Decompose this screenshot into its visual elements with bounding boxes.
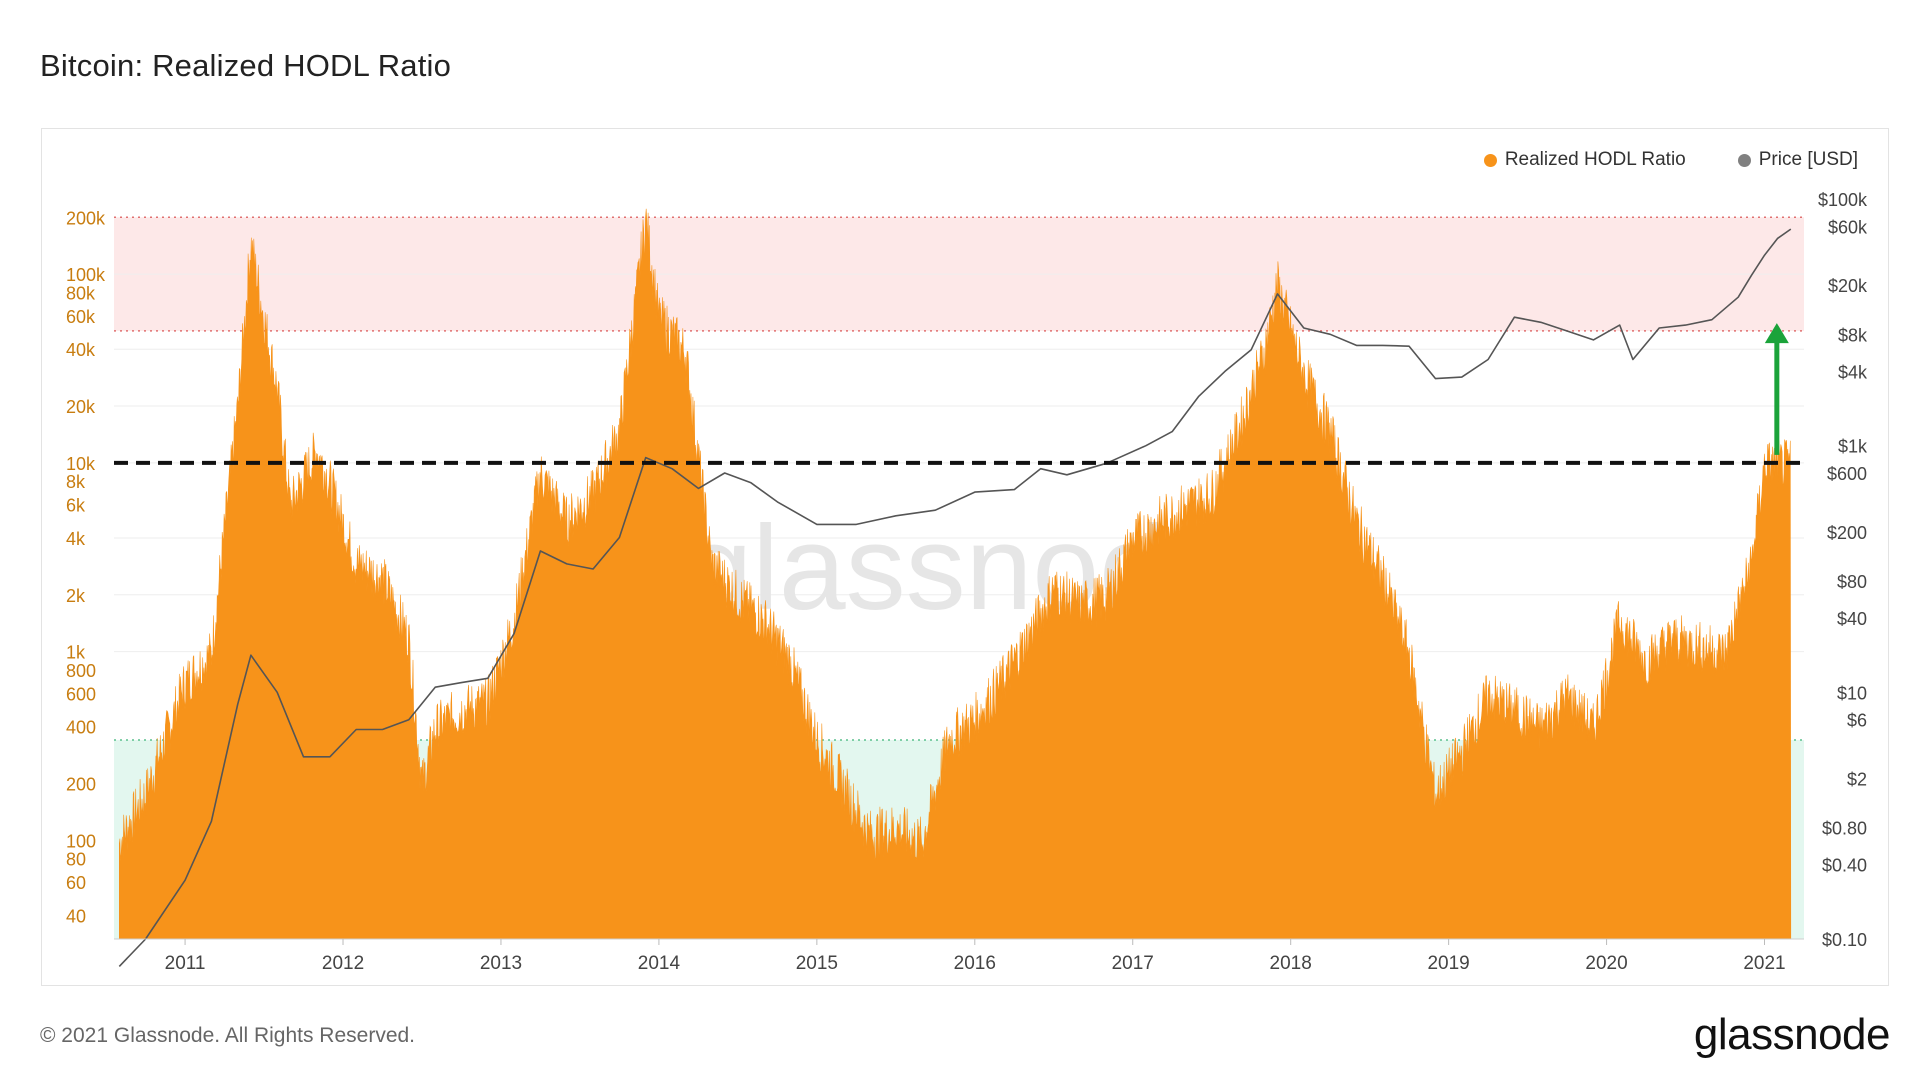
y-left-tick-label: 400	[66, 718, 96, 738]
x-tick-label: 2019	[1427, 953, 1469, 974]
chart-plot: glassnode4060801002004006008001k2k4k6k8k…	[66, 190, 1868, 974]
y-right-tick-label: $0.10	[1822, 930, 1867, 950]
y-right-tick-label: $2	[1847, 770, 1867, 790]
y-right-tick-label: $8k	[1838, 325, 1868, 345]
x-tick-label: 2016	[954, 953, 996, 974]
y-left-tick-label: 2k	[66, 586, 86, 606]
x-tick-label: 2020	[1585, 953, 1627, 974]
y-left-tick-label: 20k	[66, 397, 96, 417]
arrow-up-icon	[1764, 323, 1789, 344]
x-tick-label: 2021	[1743, 953, 1785, 974]
y-right-tick-label: $600	[1827, 464, 1867, 484]
brand-logo: glassnode	[1693, 1010, 1891, 1059]
x-tick-label: 2013	[480, 953, 522, 974]
y-right-tick-label: $0.80	[1822, 819, 1867, 839]
y-left-tick-label: 200	[66, 774, 96, 794]
y-left-tick-label: 60k	[66, 307, 96, 327]
y-right-tick-label: $60k	[1828, 217, 1868, 237]
y-left-tick-label: 200k	[66, 208, 106, 228]
hodl-ratio-area	[119, 208, 1792, 940]
y-right-tick-label: $20k	[1828, 276, 1868, 296]
chart-title: Bitcoin: Realized HODL Ratio	[40, 48, 452, 83]
y-left-tick-label: 60	[66, 873, 86, 893]
x-tick-label: 2015	[796, 953, 838, 974]
x-tick-label: 2011	[165, 953, 206, 974]
y-right-tick-label: $0.40	[1822, 856, 1867, 876]
copyright-text: © 2021 Glassnode. All Rights Reserved.	[40, 1024, 416, 1047]
legend-item-hodl[interactable]: Realized HODL Ratio	[1483, 149, 1686, 171]
y-right-tick-label: $100k	[1818, 190, 1868, 210]
y-right-tick-label: $10	[1837, 683, 1867, 703]
y-left-tick-label: 80	[66, 850, 86, 870]
x-tick-label: 2017	[1112, 953, 1154, 974]
y-left-tick-label: 6k	[66, 496, 86, 516]
y-left-tick-label: 80k	[66, 283, 96, 303]
y-left-tick-label: 1k	[66, 643, 86, 663]
legend-label-hodl: Realized HODL Ratio	[1504, 149, 1686, 170]
y-left-tick-label: 100k	[66, 265, 106, 285]
y-right-tick-label: $6	[1847, 711, 1867, 731]
price-line	[118, 228, 1792, 967]
y-right-tick-label: $1k	[1838, 437, 1868, 457]
y-right-tick-label: $200	[1827, 523, 1867, 543]
x-tick-label: 2014	[638, 953, 681, 974]
legend-dot-icon	[1483, 153, 1497, 167]
legend-label-price: Price [USD]	[1758, 149, 1858, 170]
legend-item-price[interactable]: Price [USD]	[1737, 149, 1858, 171]
legend-dot-icon	[1737, 153, 1751, 167]
y-left-tick-label: 40	[66, 906, 86, 926]
y-left-tick-label: 800	[66, 661, 96, 681]
y-right-tick-label: $40	[1837, 609, 1867, 629]
x-tick-label: 2018	[1270, 953, 1312, 974]
y-left-tick-label: 10k	[66, 454, 96, 474]
y-right-tick-label: $80	[1837, 572, 1867, 592]
y-left-tick-label: 8k	[66, 472, 86, 492]
x-tick-label: 2012	[322, 953, 364, 974]
y-left-tick-label: 100	[66, 831, 96, 851]
y-left-tick-label: 40k	[66, 340, 96, 360]
y-right-tick-label: $4k	[1838, 362, 1868, 382]
chart-legend: Realized HODL Ratio Price [USD]	[1483, 149, 1858, 171]
y-left-tick-label: 600	[66, 684, 96, 704]
chart-panel: Realized HODL Ratio Price [USD] glassnod…	[41, 128, 1889, 986]
y-left-tick-label: 4k	[66, 529, 86, 549]
